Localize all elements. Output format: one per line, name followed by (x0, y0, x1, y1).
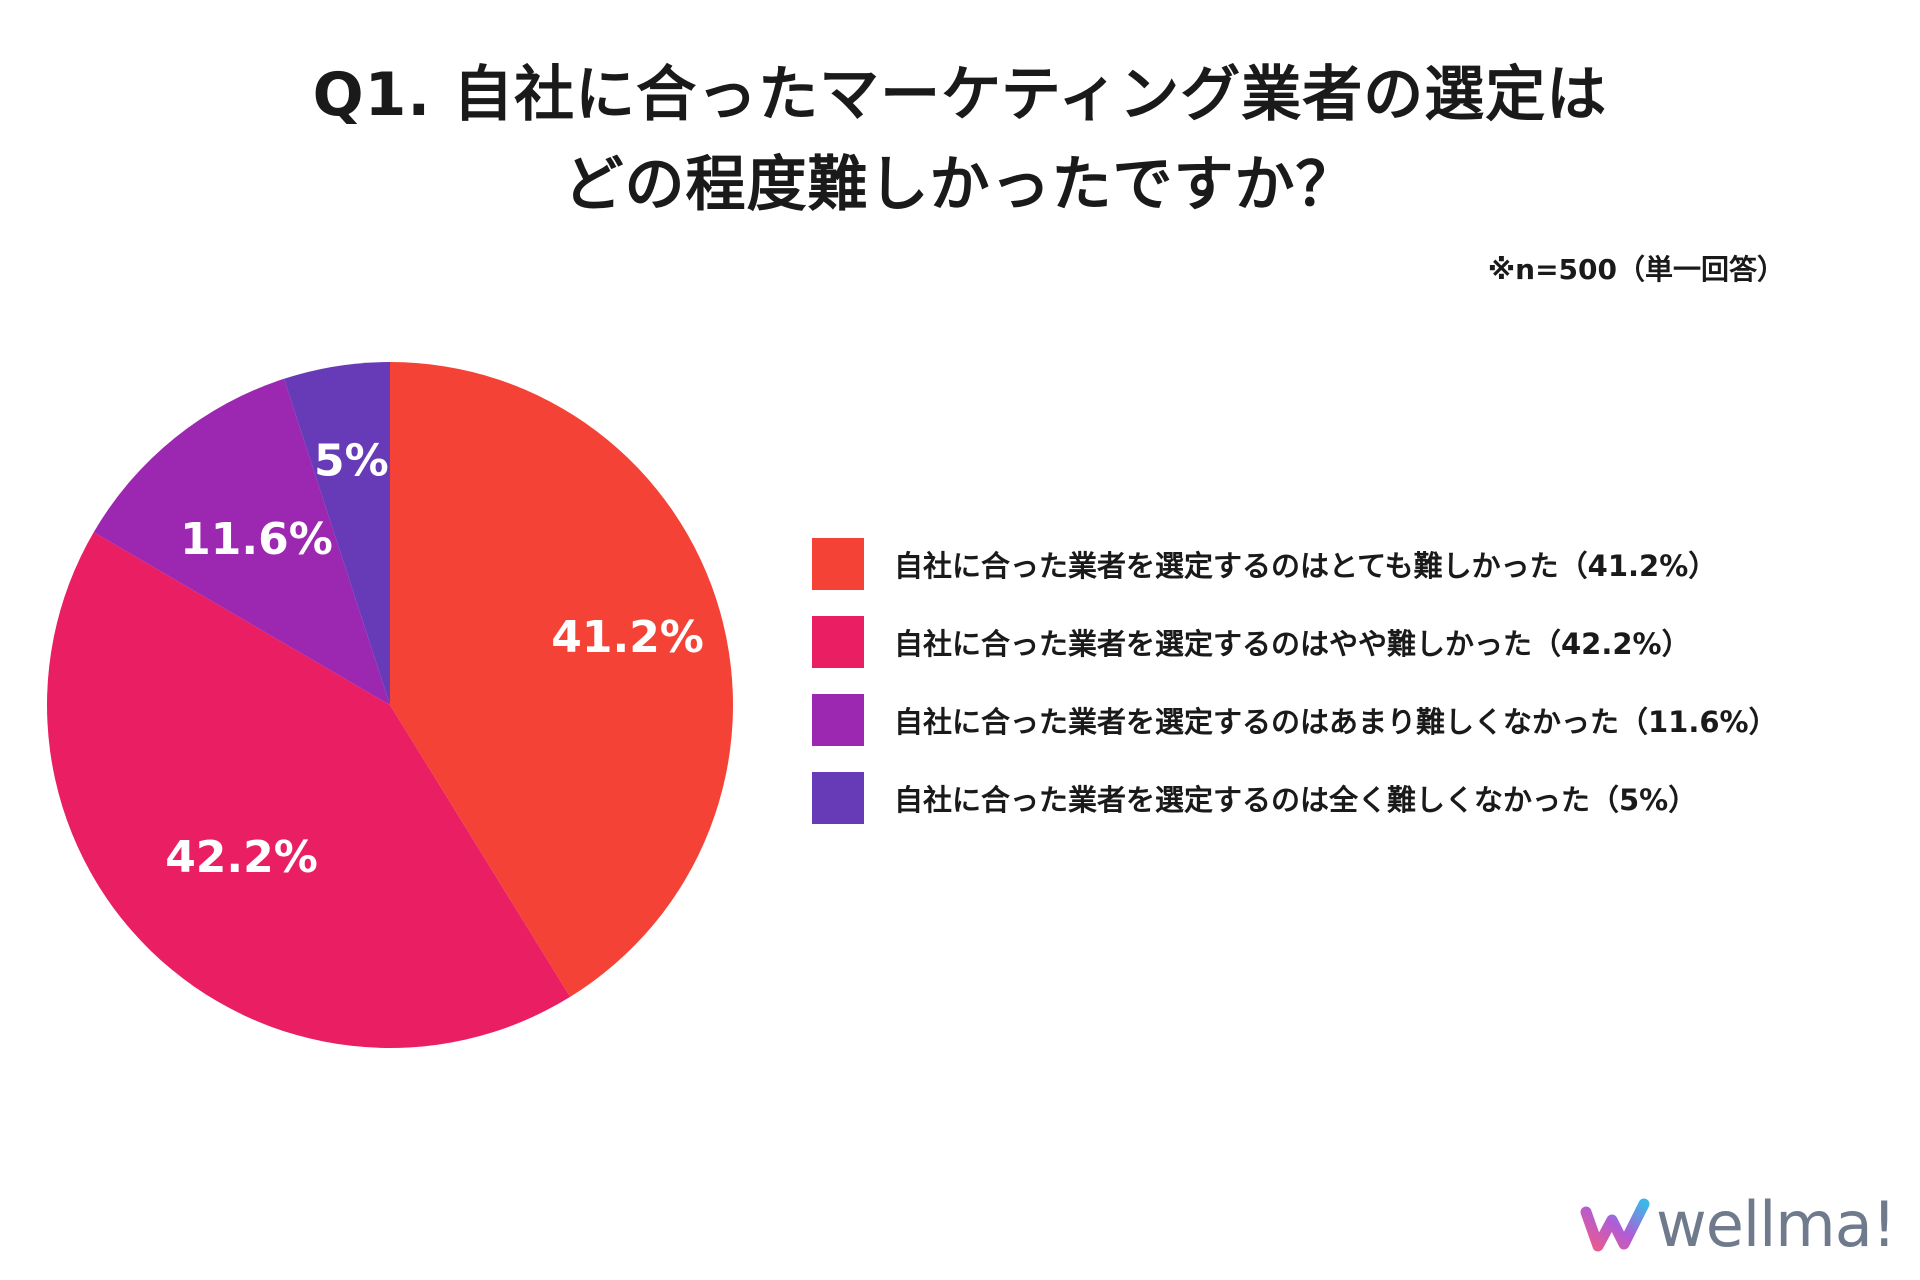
pie-slice-very-difficult (390, 362, 734, 997)
wellma-logo-icon (1580, 1198, 1650, 1251)
legend-item-not-very-difficult: 自社に合った業者を選定するのはあまり難しくなかった（11.6%） (812, 693, 1778, 747)
pie-slice-somewhat-difficult (46, 532, 571, 1049)
legend-item-very-difficult: 自社に合った業者を選定するのはとても難しかった（41.2%） (812, 537, 1778, 591)
logo-text: wellma! (1656, 1188, 1897, 1261)
legend: 自社に合った業者を選定するのはとても難しかった（41.2%） 自社に合った業者を… (812, 537, 1778, 849)
chart-title: Q1. 自社に合ったマーケティング業者の選定は どの程度難しかったですか？ (0, 50, 1920, 230)
pie-chart: 41.2% 42.2% 11.6% 5% (46, 362, 734, 1049)
chart-title-line-2: どの程度難しかったですか？ (563, 150, 1357, 220)
legend-label: 自社に合った業者を選定するのは全く難しくなかった（5%） (894, 783, 1698, 817)
sample-size-note: ※n=500（単一回答） (1487, 253, 1785, 286)
data-label-not-at-all-difficult: 5% (314, 436, 389, 487)
legend-swatch (812, 772, 864, 824)
legend-item-not-at-all-difficult: 自社に合った業者を選定するのは全く難しくなかった（5%） (812, 771, 1778, 825)
legend-swatch (812, 538, 864, 590)
legend-swatch (812, 694, 864, 746)
data-label-very-difficult: 41.2% (551, 612, 704, 663)
pie-slice-not-very-difficult (93, 378, 391, 705)
data-label-not-very-difficult: 11.6% (180, 514, 333, 565)
legend-item-somewhat-difficult: 自社に合った業者を選定するのはやや難しかった（42.2%） (812, 615, 1778, 669)
legend-label: 自社に合った業者を選定するのはとても難しかった（41.2%） (894, 549, 1718, 583)
pie-slice-not-at-all-difficult (284, 362, 390, 705)
data-label-somewhat-difficult: 42.2% (165, 832, 318, 883)
legend-swatch (812, 616, 864, 668)
legend-label: 自社に合った業者を選定するのはあまり難しくなかった（11.6%） (894, 705, 1778, 739)
legend-label: 自社に合った業者を選定するのはやや難しかった（42.2%） (894, 627, 1691, 661)
chart-title-line-1: Q1. 自社に合ったマーケティング業者の選定は (312, 60, 1608, 130)
wellma-logo: wellma! (1580, 1188, 1897, 1261)
